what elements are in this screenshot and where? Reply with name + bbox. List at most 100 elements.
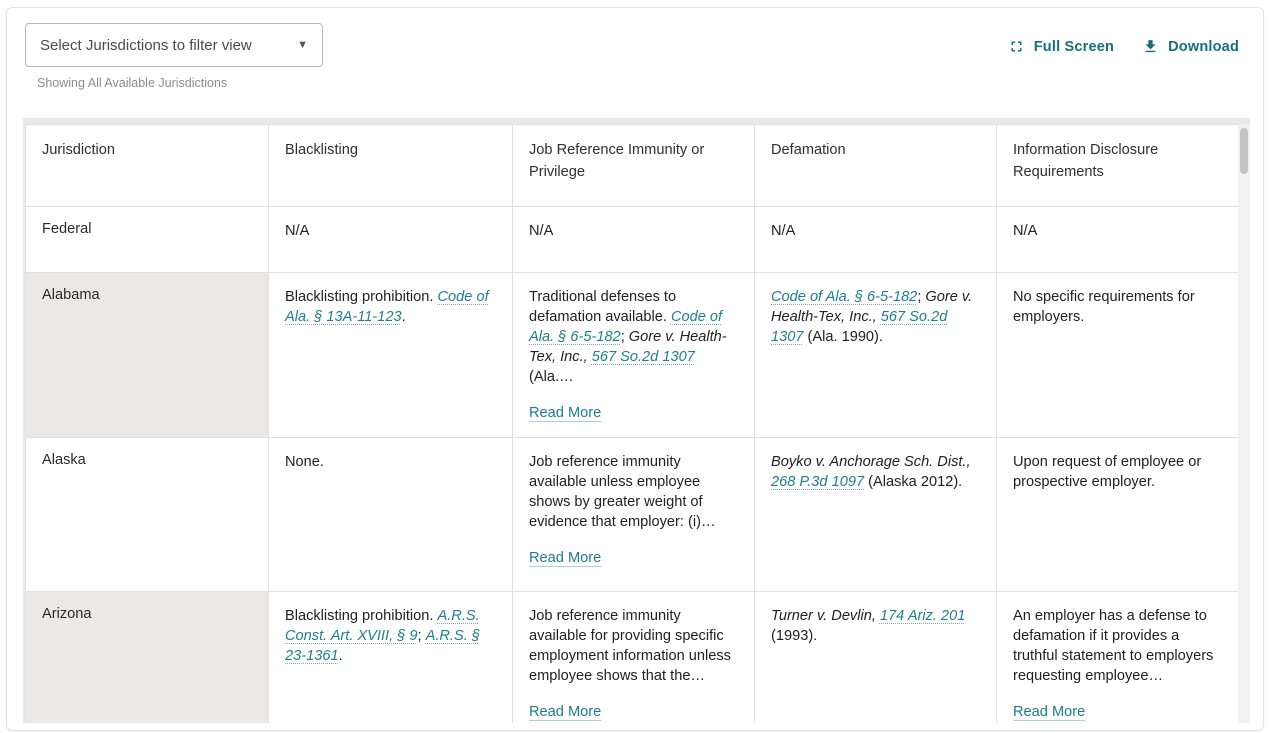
citation-link[interactable]: 174 Ariz. 201 — [879, 608, 966, 624]
case-name-text: Turner v. Devlin, — [771, 608, 876, 624]
table-cell: Blacklisting prohibition. Code of Ala. §… — [268, 272, 513, 438]
vertical-scrollbar[interactable] — [1238, 124, 1250, 723]
toolbar-actions: Full Screen Download — [1008, 38, 1239, 55]
citation-link[interactable]: A.R.S. § 23-1361 — [285, 628, 480, 664]
case-name-text: Boyko v. Anchorage Sch. Dist., — [771, 454, 971, 470]
table-cell: An employer has a defense to defamation … — [996, 591, 1239, 723]
table-row-alaska: Alaska None. Job reference immunity availa… — [25, 437, 1239, 592]
column-header-blacklisting: Blacklisting — [268, 124, 513, 207]
column-header-jurisdiction: Jurisdiction — [25, 124, 269, 207]
case-name-text: Gore v. Health-Tex, Inc., — [771, 289, 973, 325]
jurisdiction-survey-card: Select Jurisdictions to filter view ▼ Sh… — [6, 7, 1264, 731]
plain-text: Blacklisting prohibition. — [285, 289, 438, 305]
table-cell: Upon request of employee or prospective … — [996, 437, 1239, 592]
table-cell: None. — [268, 437, 513, 592]
filter-caption: Showing All Available Jurisdictions — [37, 76, 228, 90]
table-cell: Turner v. Devlin, 174 Ariz. 201 (1993). — [754, 591, 997, 723]
table-scroll-area[interactable]: Jurisdiction Blacklisting Job Reference Im… — [23, 118, 1250, 723]
read-more-link[interactable]: Read More — [529, 704, 602, 720]
scrollbar-thumb[interactable] — [1240, 128, 1248, 174]
cell-text: N/A — [285, 221, 496, 241]
fullscreen-icon — [1011, 41, 1022, 52]
table-row-arizona: Arizona Blacklisting prohibition. A.R.S. … — [25, 591, 1239, 723]
read-more-link[interactable]: Read More — [529, 550, 602, 566]
citation-link[interactable]: A.R.S. Const. Art. XVIII, § 9 — [285, 608, 480, 644]
column-header-defamation: Defamation — [754, 124, 997, 207]
table-cell: N/A — [268, 206, 513, 273]
plain-text: No specific requirements for employers. — [1013, 289, 1195, 325]
plain-text: Upon request of employee or prospective … — [1013, 454, 1202, 490]
cell-text: N/A — [771, 221, 980, 241]
table-cell: N/A — [754, 206, 997, 273]
toolbar: Select Jurisdictions to filter view ▼ Sh… — [7, 8, 1263, 118]
plain-text: (Ala. 1990). — [803, 329, 883, 345]
citation-link[interactable]: Code of Ala. § 6-5-182 — [771, 289, 918, 305]
table-body: Federal N/A N/A N/A N/A Alabama Blacklisting p… — [25, 206, 1239, 723]
plain-text: . — [401, 309, 406, 325]
read-more-link[interactable]: Read More — [529, 405, 602, 421]
citation-link[interactable]: Code of Ala. § 6-5-182 — [529, 309, 723, 345]
jurisdictions-table: Jurisdiction Blacklisting Job Reference Im… — [25, 124, 1239, 723]
jurisdiction-filter-select[interactable]: Select Jurisdictions to filter view ▼ — [25, 23, 323, 67]
plain-text: Traditional defenses to defamation avail… — [529, 289, 677, 325]
citation-link[interactable]: 567 So.2d 1307 — [771, 309, 948, 345]
case-name-text: Gore v. Health-Tex, Inc., — [529, 329, 727, 365]
cell-text: Blacklisting prohibition. A.R.S. Const. … — [285, 606, 496, 666]
table-cell: N/A — [996, 206, 1239, 273]
jurisdiction-filter-label: Select Jurisdictions to filter view — [40, 36, 252, 54]
cell-text: Boyko v. Anchorage Sch. Dist., 268 P.3d … — [771, 452, 980, 492]
cell-text: Turner v. Devlin, 174 Ariz. 201 (1993). — [771, 606, 980, 646]
jurisdiction-cell: Arizona — [25, 591, 269, 723]
download-icon — [1145, 40, 1156, 53]
table-header: Jurisdiction Blacklisting Job Reference Im… — [25, 124, 1239, 207]
cell-text: Job reference immunity available unless … — [529, 452, 738, 532]
header-row: Jurisdiction Blacklisting Job Reference Im… — [25, 124, 1239, 207]
table-cell: Traditional defenses to defamation avail… — [512, 272, 755, 438]
jurisdiction-cell: Federal — [25, 206, 269, 273]
table-row-federal: Federal N/A N/A N/A N/A — [25, 206, 1239, 273]
citation-link[interactable]: 567 So.2d 1307 — [591, 349, 695, 365]
table-cell: Job reference immunity available for pro… — [512, 591, 755, 723]
table-cell: No specific requirements for employers. — [996, 272, 1239, 438]
table-row-alabama: Alabama Blacklisting prohibition. Code of… — [25, 272, 1239, 438]
plain-text: (Alaska 2012). — [864, 474, 963, 490]
cell-text: An employer has a defense to defamation … — [1013, 606, 1222, 686]
plain-text: N/A — [1013, 223, 1038, 239]
plain-text: . — [338, 648, 343, 664]
cell-text: Traditional defenses to defamation avail… — [529, 287, 738, 387]
table-cell: Code of Ala. § 6-5-182; Gore v. Health-T… — [754, 272, 997, 438]
cell-text: None. — [285, 452, 496, 472]
plain-text: (Ala.… — [529, 369, 574, 385]
plain-text: Blacklisting prohibition. — [285, 608, 438, 624]
plain-text: None. — [285, 454, 324, 470]
plain-text: ; — [917, 289, 926, 305]
citation-link[interactable]: 268 P.3d 1097 — [771, 474, 865, 490]
plain-text: An employer has a defense to defamation … — [1013, 608, 1214, 684]
cell-text: Blacklisting prohibition. Code of Ala. §… — [285, 287, 496, 327]
table-cell: Boyko v. Anchorage Sch. Dist., 268 P.3d … — [754, 437, 997, 592]
jurisdiction-cell: Alaska — [25, 437, 269, 592]
cell-text: Code of Ala. § 6-5-182; Gore v. Health-T… — [771, 287, 980, 347]
plain-text: Job reference immunity available for pro… — [529, 608, 731, 684]
cell-text: Job reference immunity available for pro… — [529, 606, 738, 686]
plain-text: (1993). — [771, 628, 818, 644]
table-cell: Job reference immunity available unless … — [512, 437, 755, 592]
column-header-job-reference-immunity-or-privilege: Job Reference Immunity or Privilege — [512, 124, 755, 207]
plain-text: N/A — [285, 223, 310, 239]
cell-text: N/A — [1013, 221, 1222, 241]
citation-link[interactable]: Code of Ala. § 13A-11-123 — [285, 289, 489, 325]
cell-text: N/A — [529, 221, 738, 241]
plain-text: N/A — [529, 223, 554, 239]
download-button[interactable]: Download — [1142, 38, 1239, 55]
table-cell: N/A — [512, 206, 755, 273]
download-label: Download — [1168, 38, 1239, 55]
plain-text: N/A — [771, 223, 796, 239]
cell-text: No specific requirements for employers. — [1013, 287, 1222, 327]
plain-text: ; — [620, 329, 629, 345]
chevron-down-icon: ▼ — [297, 39, 308, 51]
fullscreen-label: Full Screen — [1033, 38, 1115, 55]
read-more-link[interactable]: Read More — [1013, 704, 1086, 720]
plain-text: ; — [417, 628, 426, 644]
fullscreen-button[interactable]: Full Screen — [1008, 38, 1114, 55]
column-header-information-disclosure-requirements: Information Disclosure Requirements — [996, 124, 1239, 207]
